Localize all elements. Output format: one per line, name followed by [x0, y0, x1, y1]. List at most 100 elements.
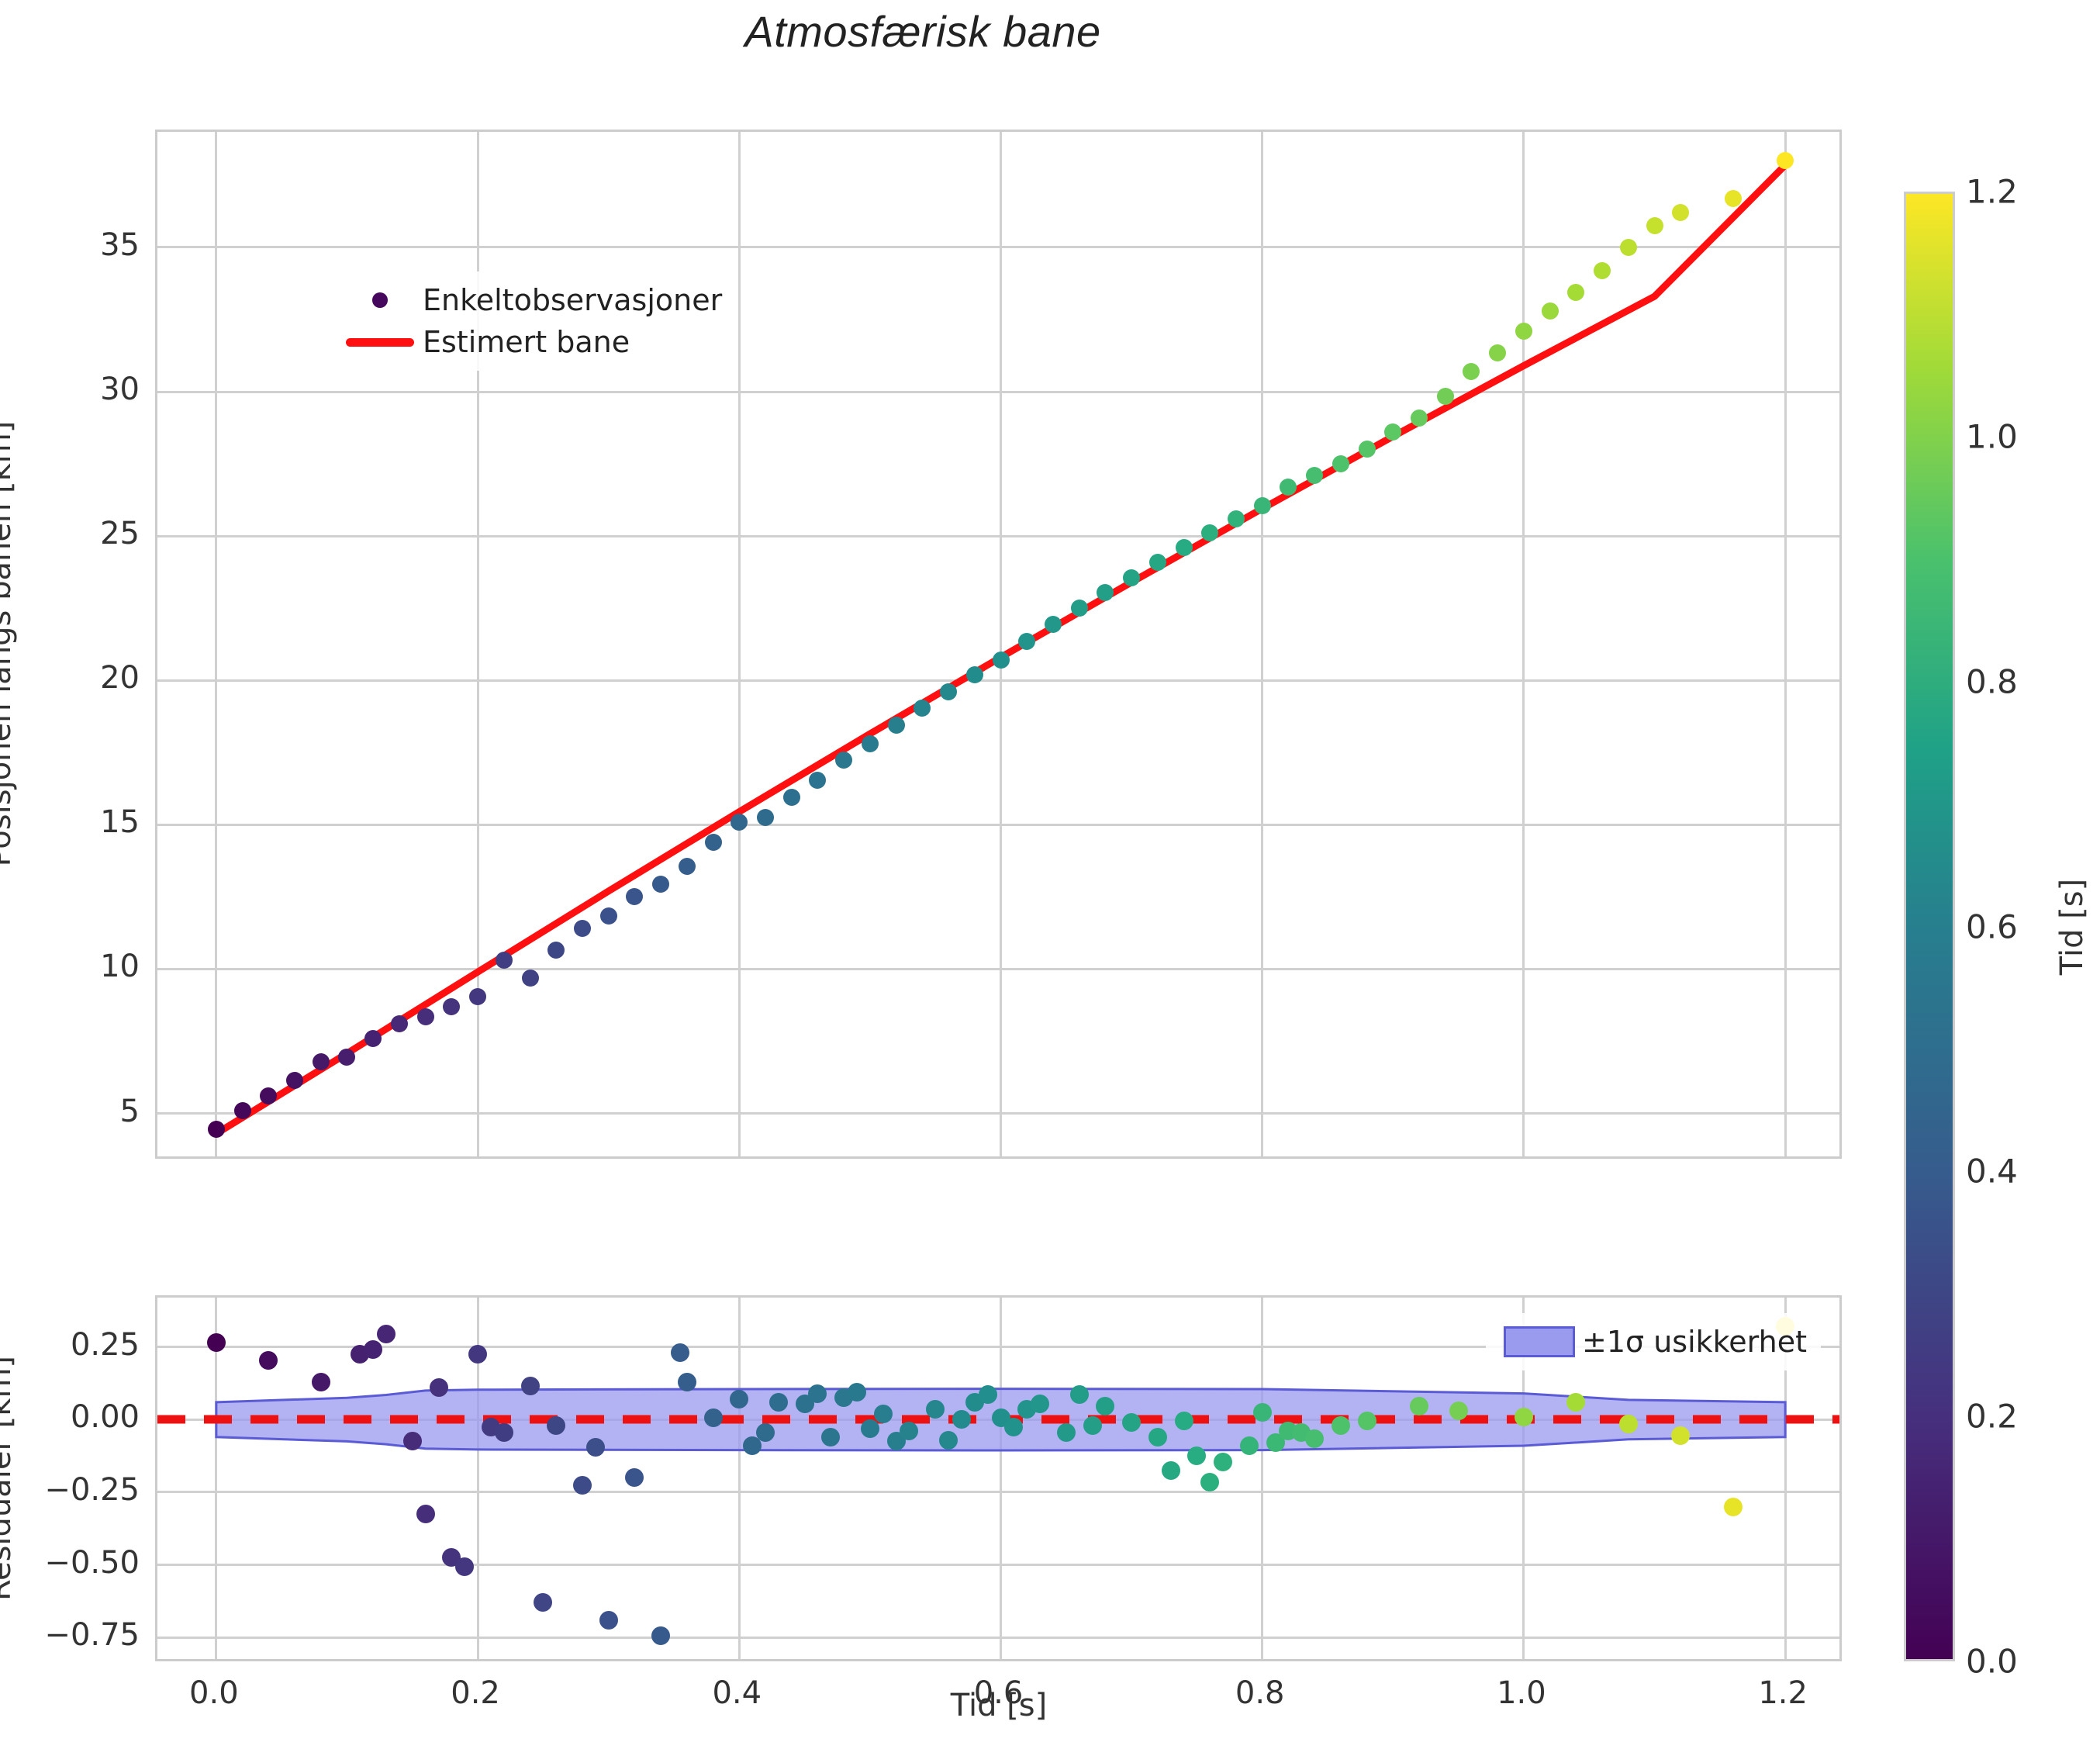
- x-axis-tick-label: 1.2: [1758, 1675, 1808, 1711]
- gridline-vertical: [737, 132, 741, 1156]
- y-axis-tick-label: 15: [100, 804, 140, 841]
- y-axis-tick-label: 30: [100, 372, 140, 407]
- data-point: [1044, 615, 1062, 633]
- data-point: [207, 1121, 225, 1139]
- data-point: [808, 1384, 827, 1403]
- gridline-vertical: [1000, 132, 1002, 1156]
- gridline-horizontal: [157, 246, 1839, 249]
- data-point: [1436, 387, 1454, 405]
- data-point: [703, 1408, 723, 1428]
- gridline-vertical: [476, 132, 479, 1156]
- main-plot-area: [157, 132, 1839, 1156]
- y-axis-tick-label: −0.25: [44, 1471, 140, 1508]
- data-point: [1594, 261, 1611, 279]
- data-point: [1083, 1415, 1102, 1435]
- data-point: [1672, 204, 1690, 222]
- gridline-horizontal: [157, 390, 1839, 393]
- gridline-horizontal: [157, 1491, 1839, 1494]
- colorbar-tick-label: 0.8: [1966, 662, 2018, 701]
- data-point: [914, 699, 931, 717]
- colorbar-tick-label: 1.0: [1966, 417, 2018, 456]
- data-point: [1097, 583, 1114, 601]
- data-point: [572, 1475, 592, 1495]
- data-point: [338, 1048, 356, 1066]
- data-point: [469, 987, 487, 1005]
- legend-label-fit: Estimert bane: [423, 325, 630, 359]
- data-point: [835, 751, 853, 769]
- gridline-horizontal: [157, 679, 1839, 682]
- data-point: [731, 813, 748, 831]
- main-legend: Enkeltobservasjoner Estimert bane: [326, 271, 737, 371]
- data-point: [965, 665, 983, 683]
- data-point: [259, 1350, 278, 1370]
- data-point: [625, 1468, 644, 1488]
- data-point: [1357, 1412, 1376, 1431]
- residual-plot-axes: ±1σ usikkerhet: [155, 1295, 1842, 1661]
- data-point: [1201, 524, 1219, 542]
- data-point: [1331, 455, 1349, 473]
- data-point: [873, 1404, 893, 1423]
- gridline-vertical: [1000, 1298, 1002, 1659]
- y-axis-tick-label: 0.00: [70, 1399, 140, 1436]
- gridline-vertical: [476, 1298, 479, 1659]
- data-point: [1175, 539, 1193, 556]
- gridline-vertical: [1261, 1298, 1264, 1659]
- main-y-axis-label: Posisjonen langs banen [km]: [0, 420, 18, 867]
- data-point: [860, 1419, 879, 1438]
- data-point: [848, 1382, 867, 1402]
- data-point: [547, 942, 565, 959]
- data-point: [704, 833, 722, 851]
- data-point: [416, 1008, 434, 1025]
- colorbar-tick-label: 1.2: [1966, 172, 2018, 211]
- legend-label-observations: Enkeltobservasjoner: [423, 283, 723, 317]
- data-point: [233, 1101, 251, 1119]
- data-point: [1214, 1452, 1233, 1471]
- data-point: [1018, 632, 1036, 650]
- data-point: [926, 1400, 945, 1419]
- gridline-horizontal: [157, 1112, 1839, 1115]
- colorbar-tick-label: 0.4: [1966, 1152, 2018, 1191]
- data-point: [364, 1340, 383, 1360]
- data-point: [1384, 423, 1402, 441]
- data-point: [1306, 466, 1324, 484]
- data-point: [1671, 1426, 1691, 1445]
- data-point: [1227, 510, 1245, 527]
- data-point: [1489, 344, 1507, 361]
- y-axis-tick-label: 25: [100, 516, 140, 552]
- y-axis-tick-label: −0.75: [44, 1617, 140, 1654]
- gridline-horizontal: [157, 534, 1839, 537]
- data-point: [585, 1437, 605, 1457]
- data-point: [402, 1432, 422, 1451]
- data-point: [495, 952, 513, 970]
- data-point: [1724, 189, 1742, 207]
- data-point: [311, 1372, 330, 1391]
- data-point: [730, 1390, 749, 1409]
- residual-plot-area: [157, 1298, 1839, 1659]
- data-point: [992, 652, 1010, 669]
- data-point: [547, 1415, 566, 1435]
- gridline-horizontal: [157, 823, 1839, 826]
- gridline-vertical: [1784, 132, 1787, 1156]
- data-point: [1723, 1497, 1743, 1516]
- data-point: [900, 1422, 919, 1441]
- y-axis-tick-label: 0.25: [70, 1326, 140, 1363]
- data-point: [1280, 478, 1297, 496]
- data-point: [939, 1430, 958, 1450]
- data-point: [599, 907, 617, 925]
- gridline-vertical: [1261, 132, 1264, 1156]
- data-point: [443, 997, 461, 1015]
- data-point: [861, 735, 879, 753]
- y-axis-tick-label: 35: [100, 226, 140, 263]
- data-point: [1161, 1460, 1180, 1480]
- data-point: [260, 1087, 278, 1104]
- data-point: [1123, 569, 1141, 587]
- data-point: [809, 771, 827, 789]
- colorbar-tick-label: 0.0: [1966, 1642, 2018, 1681]
- band-swatch-icon: [1497, 1326, 1582, 1357]
- data-point: [940, 683, 958, 701]
- data-point: [821, 1427, 841, 1446]
- data-point: [887, 716, 905, 734]
- main-plot-axes: Enkeltobservasjoner Estimert bane: [155, 130, 1842, 1159]
- data-point: [1358, 441, 1376, 458]
- x-axis-tick-label: 0.6: [973, 1675, 1024, 1711]
